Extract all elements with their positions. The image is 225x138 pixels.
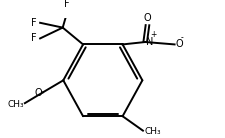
- Text: CH₃: CH₃: [7, 100, 24, 109]
- Text: CH₃: CH₃: [144, 127, 160, 136]
- Text: N: N: [145, 37, 153, 47]
- Text: F: F: [31, 33, 37, 43]
- Text: +: +: [149, 30, 156, 39]
- Text: F: F: [31, 18, 37, 28]
- Text: F: F: [64, 0, 70, 9]
- Text: -: -: [180, 33, 182, 42]
- Text: O: O: [175, 39, 182, 49]
- Text: O: O: [34, 88, 42, 98]
- Text: O: O: [143, 13, 151, 23]
